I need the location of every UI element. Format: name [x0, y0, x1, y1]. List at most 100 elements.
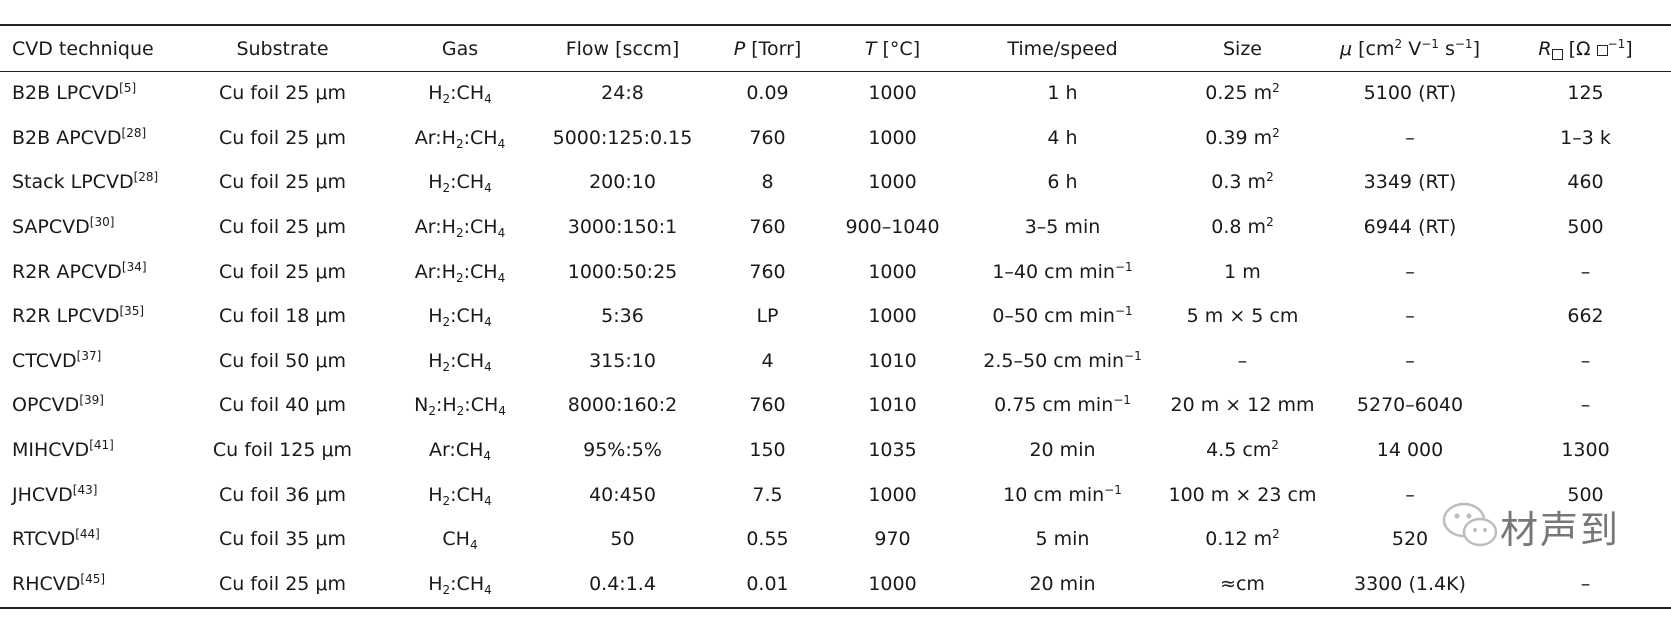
cell-substrate: Cu foil 36 μm	[180, 472, 385, 517]
cell-flow: 315:10	[535, 339, 710, 384]
cell-sheet-resistance: 662	[1500, 294, 1671, 339]
cell-substrate: Cu foil 25 μm	[180, 562, 385, 607]
text-fragment: 0.75 cm min	[994, 394, 1114, 417]
text-fragment: :CH	[450, 572, 485, 595]
cell-text: Cu foil 35 μm	[218, 528, 347, 551]
text-fragment: 20 min	[1029, 572, 1096, 595]
cell-text: 1000	[868, 483, 917, 506]
cell-text: 970	[874, 528, 911, 551]
text-fragment: H	[428, 572, 443, 595]
table-row: Stack LPCVD[28] Cu foil 25 μm H2:CH4 200:10…	[0, 160, 1671, 205]
text-fragment: CH	[442, 528, 470, 551]
cell-text: –	[1405, 260, 1415, 283]
table-row: R2R APCVD[34] Cu foil 25 μm Ar:H2:CH4 1000:…	[0, 249, 1671, 294]
cell-text: 4	[761, 349, 774, 372]
cell-text: 5000:125:0.15	[552, 126, 693, 149]
table-body: B2B LPCVD[5] Cu foil 25 μm H2:CH4 24:8 0.09 1…	[0, 71, 1671, 606]
cell-flow: 50	[535, 517, 710, 562]
cell-text: B2B LPCVD	[12, 82, 120, 105]
text-fragment: 100 m × 23 cm	[1168, 483, 1317, 506]
cell-size: 0.12 m2	[1165, 517, 1320, 562]
cell-text: Cu foil 50 μm	[218, 349, 347, 372]
text-fragment: 0.39 m	[1205, 126, 1273, 149]
text-fragment: 6 h	[1047, 171, 1078, 194]
cell-technique: CTCVD[37]	[0, 339, 180, 384]
text-fragment: 4	[484, 493, 492, 508]
text-fragment: :CH	[450, 349, 485, 372]
cell-text: Cu foil 36 μm	[218, 483, 347, 506]
cell-temperature: 1000	[825, 249, 960, 294]
col-technique: CVD technique	[12, 38, 154, 60]
text-fragment: 2	[1272, 81, 1280, 96]
text-fragment: 4 h	[1047, 126, 1078, 149]
cell-text: Cu foil 40 μm	[218, 394, 347, 417]
text-fragment: 2	[455, 270, 464, 285]
cell-text: JHCVD	[12, 483, 73, 506]
cell-time: 0.75 cm min−1	[960, 383, 1165, 428]
cell-text: 1010	[868, 349, 917, 372]
cell-gas: H2:CH4	[385, 294, 535, 339]
text-fragment: 4.5 cm	[1206, 439, 1272, 462]
cell-text: MIHCVD	[12, 439, 90, 462]
cell-gas: CH4	[385, 517, 535, 562]
text-fragment: 2	[1266, 215, 1274, 230]
text-fragment: :H	[435, 394, 457, 417]
cell-text: CTCVD	[12, 349, 77, 372]
cell-time: 2.5–50 cm min−1	[960, 339, 1165, 384]
text-fragment: −1	[1113, 393, 1131, 408]
col-pressure: P [Torr]	[733, 38, 802, 60]
text-fragment: 4	[497, 270, 506, 285]
text-fragment: H	[428, 305, 443, 328]
cell-substrate: Cu foil 25 μm	[180, 160, 385, 205]
cell-gas: Ar:H2:CH4	[385, 205, 535, 250]
cell-pressure: 4	[710, 339, 825, 384]
cell-text: [44]	[75, 527, 100, 542]
text-fragment: H	[428, 82, 443, 105]
cell-text: 500	[1567, 216, 1604, 239]
col-size: Size	[1222, 38, 1262, 60]
cell-flow: 8000:160:2	[535, 383, 710, 428]
table-row: RTCVD[44] Cu foil 35 μm CH4 50 0.55 970 5 min 0…	[0, 517, 1671, 562]
cell-pressure: 0.55	[710, 517, 825, 562]
cell-pressure: 7.5	[710, 472, 825, 517]
text-fragment: 1–40 cm min	[992, 260, 1115, 283]
text-fragment: 4	[484, 92, 492, 107]
cell-sheet-resistance: –	[1500, 562, 1671, 607]
cell-technique: R2R APCVD[34]	[0, 249, 180, 294]
text-fragment: −1	[1114, 259, 1133, 274]
cell-flow: 200:10	[535, 160, 710, 205]
cell-size: 5 m × 5 cm	[1165, 294, 1320, 339]
cell-flow: 0.4:1.4	[535, 562, 710, 607]
text-fragment: 4	[498, 404, 506, 419]
cell-technique: JHCVD[43]	[0, 472, 180, 517]
cell-text: 3349 (RT)	[1363, 171, 1457, 194]
cell-time: 10 cm min−1	[960, 472, 1165, 517]
cell-technique: OPCVD[39]	[0, 383, 180, 428]
cell-mobility: –	[1320, 294, 1500, 339]
text-fragment: 4	[497, 136, 506, 151]
cell-text: Cu foil 25 μm	[218, 126, 347, 149]
cell-text: 760	[749, 216, 786, 239]
header-rule	[0, 71, 1671, 72]
bottom-rule	[0, 607, 1671, 609]
cell-temperature: 1010	[825, 383, 960, 428]
cell-flow: 95%:5%	[535, 428, 710, 473]
cell-technique: RTCVD[44]	[0, 517, 180, 562]
cell-technique: Stack LPCVD[28]	[0, 160, 180, 205]
top-rule	[0, 24, 1671, 26]
text-fragment: 5 min	[1035, 528, 1090, 551]
cell-substrate: Cu foil 40 μm	[180, 383, 385, 428]
cell-text: 50	[610, 528, 635, 551]
cell-size: 100 m × 23 cm	[1165, 472, 1320, 517]
cell-gas: H2:CH4	[385, 562, 535, 607]
cell-text: [5]	[119, 81, 137, 96]
cell-time: 1 h	[960, 71, 1165, 116]
table-row: B2B APCVD[28] Cu foil 25 μm Ar:H2:CH4 5000:…	[0, 116, 1671, 161]
cell-time: 3–5 min	[960, 205, 1165, 250]
cell-text: 5270–6040	[1356, 394, 1464, 417]
cell-text: [37]	[76, 348, 102, 363]
cell-text: Stack LPCVD	[12, 171, 134, 194]
cell-text: Cu foil 18 μm	[218, 305, 347, 328]
text-fragment: 1 h	[1047, 82, 1078, 105]
cell-text: [28]	[133, 170, 159, 185]
